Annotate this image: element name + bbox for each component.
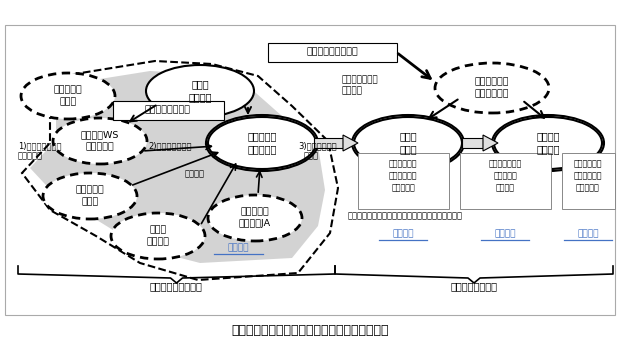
Text: 加工品の充実: 加工品の充実 [389, 172, 417, 181]
Text: 出荷者増加: 出荷者増加 [391, 183, 415, 192]
Ellipse shape [208, 195, 302, 241]
FancyBboxPatch shape [112, 101, 223, 119]
FancyBboxPatch shape [358, 152, 448, 208]
Text: 新規農業者
の参加: 新規農業者 の参加 [76, 185, 104, 206]
Polygon shape [343, 135, 358, 151]
Text: 農業体験活動: 農業体験活動 [574, 172, 602, 181]
Ellipse shape [146, 65, 254, 117]
Text: づくり: づくり [304, 151, 319, 160]
Polygon shape [30, 71, 325, 263]
Text: 1)意識啓発・参加: 1)意識啓発・参加 [18, 142, 61, 150]
Text: 第３段階: 第３段階 [494, 229, 516, 238]
FancyBboxPatch shape [459, 152, 551, 208]
Text: 情報発信: 情報発信 [495, 183, 515, 192]
Ellipse shape [435, 63, 549, 113]
Text: 活動に応じた
公的事業導入: 活動に応じた 公的事業導入 [475, 78, 509, 98]
Text: 顧客会員化: 顧客会員化 [576, 183, 600, 192]
Text: 農産物
直売所: 農産物 直売所 [399, 132, 417, 155]
Text: 公的事業を契機: 公的事業を契機 [342, 76, 379, 85]
Text: 施設拡充
周辺整備: 施設拡充 周辺整備 [536, 132, 560, 155]
Text: 地域ネットワーク化: 地域ネットワーク化 [149, 281, 203, 291]
FancyBboxPatch shape [562, 152, 614, 208]
Text: 商工会
任意組織: 商工会 任意組織 [146, 226, 169, 246]
Text: 第２段階: 第２段階 [392, 229, 414, 238]
Ellipse shape [111, 213, 205, 259]
Bar [314, 138, 343, 148]
Text: 2)地域情報の共有: 2)地域情報の共有 [148, 142, 192, 150]
Text: 直売所の事業展開: 直売所の事業展開 [451, 281, 497, 291]
Text: 生産者が主体性をもった部会型運営が成長を支える: 生産者が主体性をもった部会型運営が成長を支える [348, 212, 463, 221]
Text: 図１　行政・地域連携方式の事業展開プロセス: 図１ 行政・地域連携方式の事業展開プロセス [231, 324, 389, 337]
Text: 3)自立的な組織: 3)自立的な組織 [298, 142, 337, 150]
Text: 既存の生産
者組織，JA: 既存の生産 者組織，JA [239, 208, 271, 228]
Text: 第１段階: 第１段階 [228, 244, 249, 253]
Ellipse shape [208, 117, 316, 169]
Text: 第４段階: 第４段階 [577, 229, 599, 238]
Text: に組織化: に組織化 [342, 87, 363, 95]
Ellipse shape [494, 117, 602, 169]
Polygon shape [483, 135, 498, 151]
Text: 会員募集: 会員募集 [185, 169, 205, 179]
Ellipse shape [21, 73, 115, 119]
Text: 自治体
行政機関: 自治体 行政機関 [188, 79, 212, 103]
Ellipse shape [43, 173, 137, 219]
Text: ワーク整備: ワーク整備 [493, 172, 517, 181]
Text: 行政と地域との連携: 行政と地域との連携 [306, 47, 358, 56]
Ellipse shape [53, 118, 147, 164]
Text: 情報化・ネット: 情報化・ネット [489, 159, 521, 168]
Ellipse shape [354, 117, 462, 169]
FancyBboxPatch shape [267, 42, 397, 62]
Text: 自治体の基
本構想: 自治体の基 本構想 [53, 86, 82, 106]
Bar [5, 25, 615, 315]
Text: 地域ネットワーク: 地域ネットワーク [145, 105, 191, 114]
Text: 交流イベント: 交流イベント [574, 159, 602, 168]
Text: 学習会・WS
座談会実施: 学習会・WS 座談会実施 [81, 130, 119, 151]
Bar [462, 138, 483, 148]
Text: 機会の創出: 機会の創出 [18, 151, 43, 160]
Text: 出荷体制強化: 出荷体制強化 [389, 159, 417, 168]
Text: 直売所組織
朝市等営業: 直売所組織 朝市等営業 [247, 132, 277, 155]
